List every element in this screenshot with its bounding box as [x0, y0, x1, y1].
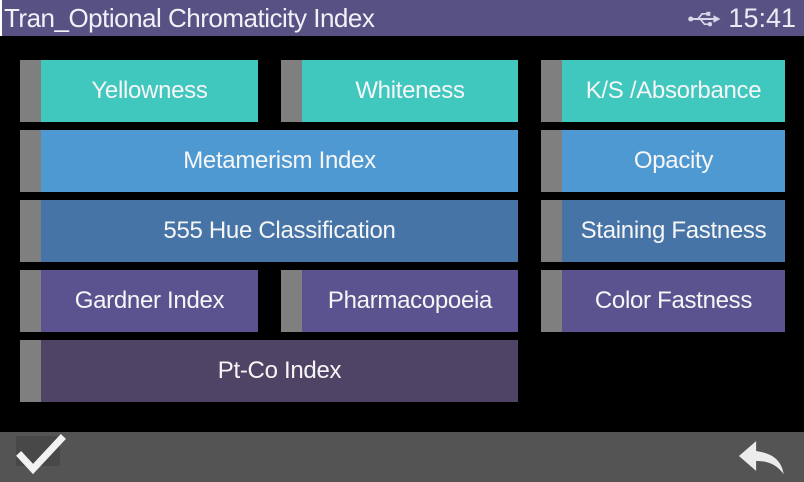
button-color-fastness[interactable]: Color Fastness: [541, 270, 785, 332]
button-label: Metamerism Index: [183, 147, 376, 174]
back-arrow-icon: [738, 441, 784, 475]
clock-time: 15:41: [728, 3, 796, 33]
accent-strip: [541, 200, 562, 262]
button-label: Whiteness: [355, 77, 465, 104]
button-opacity[interactable]: Opacity: [541, 130, 785, 192]
button-metamerism-index[interactable]: Metamerism Index: [20, 130, 518, 192]
checkmark-icon: [16, 434, 66, 475]
accent-strip: [20, 200, 41, 262]
usb-icon: [688, 11, 721, 27]
accent-strip: [281, 60, 302, 122]
accent-strip: [20, 340, 41, 402]
accent-strip: [541, 130, 562, 192]
confirm-button[interactable]: [14, 433, 68, 479]
chromaticity-index-menu: Yellowness Whiteness K/S /Absorbance Met…: [20, 60, 785, 402]
button-label: Staining Fastness: [580, 217, 767, 244]
button-label: 555 Hue Classification: [163, 217, 396, 244]
accent-strip: [20, 60, 41, 122]
accent-strip: [541, 60, 562, 122]
button-pharmacopoeia[interactable]: Pharmacopoeia: [281, 270, 518, 332]
button-ks-absorbance[interactable]: K/S /Absorbance: [541, 60, 785, 122]
button-label: K/S /Absorbance: [585, 77, 762, 104]
button-staining-fastness[interactable]: Staining Fastness: [541, 200, 785, 262]
accent-strip: [20, 270, 41, 332]
button-label: Color Fastness: [594, 287, 753, 314]
button-label: Gardner Index: [74, 287, 225, 314]
bottom-toolbar: [0, 432, 804, 482]
page-title: Tran_Optional Chromaticity Index: [4, 3, 375, 33]
button-555-hue-classification[interactable]: 555 Hue Classification: [20, 200, 518, 262]
button-yellowness[interactable]: Yellowness: [20, 60, 258, 122]
button-label: Pt-Co Index: [217, 357, 342, 384]
accent-strip: [20, 130, 41, 192]
button-pt-co-index[interactable]: Pt-Co Index: [20, 340, 518, 402]
accent-strip: [541, 270, 562, 332]
button-label: Yellowness: [91, 77, 208, 104]
button-label: Pharmacopoeia: [327, 287, 493, 314]
back-button[interactable]: [733, 436, 791, 476]
button-label: Opacity: [633, 147, 714, 174]
title-bar: Tran_Optional Chromaticity Index 15:41: [0, 0, 804, 36]
accent-strip: [281, 270, 302, 332]
button-whiteness[interactable]: Whiteness: [281, 60, 518, 122]
button-gardner-index[interactable]: Gardner Index: [20, 270, 258, 332]
